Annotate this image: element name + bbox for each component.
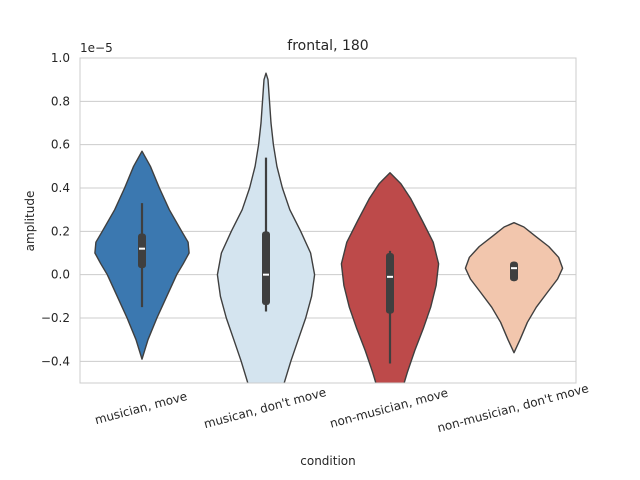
y-tick-label: 0.8 [51,94,70,108]
y-tick-label: 0.6 [51,138,70,152]
y-tick-label: 0.2 [51,224,70,238]
x-tick-label: non-musician, don't move [436,381,590,435]
chart-title: frontal, 180 [287,38,368,54]
violins [94,72,564,383]
violin-iqr-box [138,233,146,269]
y-tick-label: 1.0 [51,51,70,65]
y-axis-title: amplitude [23,191,37,252]
x-tick-label: non-musician, move [328,386,449,431]
violin-group [464,222,564,354]
violin-group [94,150,190,360]
x-tick-label: musican, don't move [202,385,327,431]
y-tick-label: 0.0 [51,268,70,282]
violin-iqr-box [510,261,518,282]
y-tick-label: −0.4 [41,354,70,368]
violin-group [340,172,440,383]
violin-iqr-box [262,231,270,305]
y-tick-label: −0.2 [41,311,70,325]
y-offset-text: 1e−5 [80,41,113,55]
violin-body [464,222,564,354]
x-tick-labels: musician, move musican, don't move non-mus… [93,381,590,435]
y-tick-label: 0.4 [51,181,70,195]
plot-frame [79,57,577,384]
x-axis-title: condition [300,454,355,468]
violin-group [216,72,316,383]
y-tick-labels: −0.4 −0.2 0.0 0.2 0.4 0.6 0.8 1.0 [41,51,70,368]
x-tick-label: musician, move [93,389,188,427]
violin-iqr-box [386,253,394,314]
